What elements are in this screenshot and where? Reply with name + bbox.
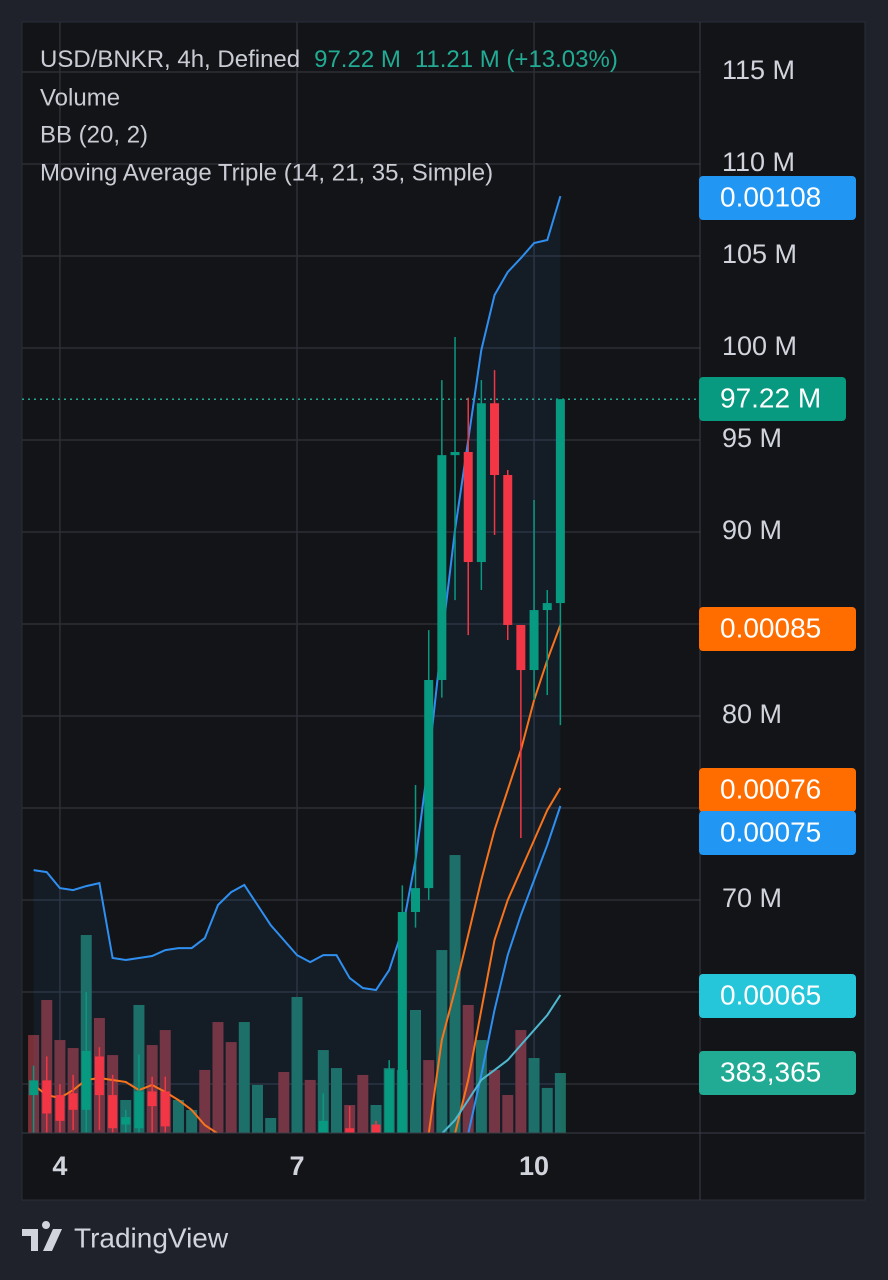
candle-body: [160, 1091, 170, 1127]
x-tick-label: 7: [289, 1151, 304, 1181]
price-badge-label: 97.22 M: [720, 382, 821, 413]
volume-bar: [541, 1087, 553, 1133]
candle-body: [134, 1091, 144, 1129]
candle-body: [384, 1069, 394, 1133]
candle-body: [147, 1091, 157, 1107]
volume-bar: [304, 1079, 316, 1133]
y-tick-label: 110 M: [722, 147, 795, 177]
volume-bar: [186, 1109, 198, 1133]
price-badge: [699, 377, 846, 421]
volume-bar: [238, 1022, 250, 1133]
candle-body: [121, 1117, 131, 1125]
price-badge: [699, 607, 856, 651]
volume-bar: [278, 1071, 290, 1133]
volume-bar: [212, 1022, 224, 1133]
candle-body: [397, 912, 407, 1133]
volume-bar: [462, 1004, 474, 1133]
candle-body: [411, 888, 421, 913]
volume-bar: [317, 1050, 329, 1133]
candle-body: [81, 1050, 91, 1110]
symbol-title: USD/BNKR, 4h, Defined: [40, 46, 300, 73]
candle-body: [42, 1080, 52, 1114]
volume-bar: [331, 1068, 343, 1133]
legend-item: Moving Average Triple (14, 21, 35, Simpl…: [40, 159, 493, 186]
candle-body: [108, 1095, 118, 1129]
candle-body: [68, 1093, 78, 1110]
volume-bar: [199, 1069, 211, 1133]
candle-body: [55, 1095, 65, 1121]
volume-bar: [502, 1094, 514, 1133]
price-badge-label: 0.00075: [720, 816, 821, 847]
candle-body: [490, 403, 500, 476]
volume-bar: [515, 1030, 527, 1133]
y-tick-label: 70 M: [722, 883, 782, 913]
y-tick-label: 95 M: [722, 423, 782, 453]
candle-body: [94, 1056, 104, 1096]
price-badge: [699, 1051, 856, 1095]
price-badge-label: 383,365: [720, 1056, 821, 1087]
y-tick-label: 105 M: [722, 239, 797, 269]
volume-bar: [475, 1040, 487, 1133]
header: USD/BNKR, 4h, Defined 97.22 M 11.21 M (+13…: [40, 46, 618, 73]
volume-bar: [265, 1117, 277, 1133]
brand: TradingView: [74, 1222, 229, 1253]
legend-item: BB (20, 2): [40, 121, 148, 148]
candle-body: [437, 455, 447, 680]
candle-layer: [29, 337, 565, 1133]
indicator-line: [441, 994, 562, 1133]
volume-bar: [370, 1104, 382, 1133]
candle-body: [516, 624, 526, 671]
indicator-line: [467, 805, 562, 1133]
candle-body: [318, 1120, 328, 1133]
price-badge-label: 0.00065: [720, 979, 821, 1010]
volume-bar: [449, 855, 461, 1133]
price-badge-label: 0.00085: [720, 612, 821, 643]
price-badge: [699, 768, 856, 812]
candle-body: [424, 679, 434, 889]
indicator-line: [33, 195, 562, 992]
y-tick-label: 90 M: [722, 515, 782, 545]
price-change: 11.21 M (+13.03%): [415, 46, 618, 73]
candle-body: [542, 603, 552, 611]
legend-item: Volume: [40, 84, 120, 111]
price-badge-label: 0.00108: [720, 181, 821, 212]
y-tick-label: 115 M: [722, 55, 795, 85]
indicator-line: [454, 787, 562, 1133]
volume-bar: [423, 1060, 435, 1133]
logo: TradingView: [22, 1221, 229, 1253]
candle-body: [529, 610, 539, 671]
candle-body: [29, 1080, 39, 1096]
price-badge: [699, 176, 856, 220]
logo-icon: [22, 1221, 62, 1251]
x-tick-label: 10: [519, 1151, 549, 1181]
volume-bar: [251, 1084, 263, 1133]
last-price: 97.22 M: [314, 46, 401, 73]
y-tick-label: 80 M: [722, 699, 782, 729]
candle-body: [476, 403, 486, 563]
candle-body: [345, 1128, 355, 1133]
volume-bar: [410, 1009, 422, 1133]
volume-bar: [172, 1099, 184, 1133]
volume-bar: [225, 1042, 237, 1133]
y-tick-label: 100 M: [722, 331, 797, 361]
x-tick-label: 4: [52, 1151, 67, 1181]
volume-bar: [489, 1069, 501, 1133]
volume-bar: [291, 997, 303, 1133]
volume-bar: [528, 1058, 540, 1133]
candle-body: [463, 452, 473, 563]
volume-bar: [554, 1073, 566, 1133]
volume-bar: [357, 1074, 369, 1133]
candle-body: [450, 452, 460, 456]
candle-body: [503, 475, 513, 625]
price-badge-label: 0.00076: [720, 773, 821, 804]
candle-body: [555, 399, 565, 604]
price-badge: [699, 811, 856, 855]
candle-body: [371, 1124, 381, 1133]
price-badge: [699, 974, 856, 1018]
